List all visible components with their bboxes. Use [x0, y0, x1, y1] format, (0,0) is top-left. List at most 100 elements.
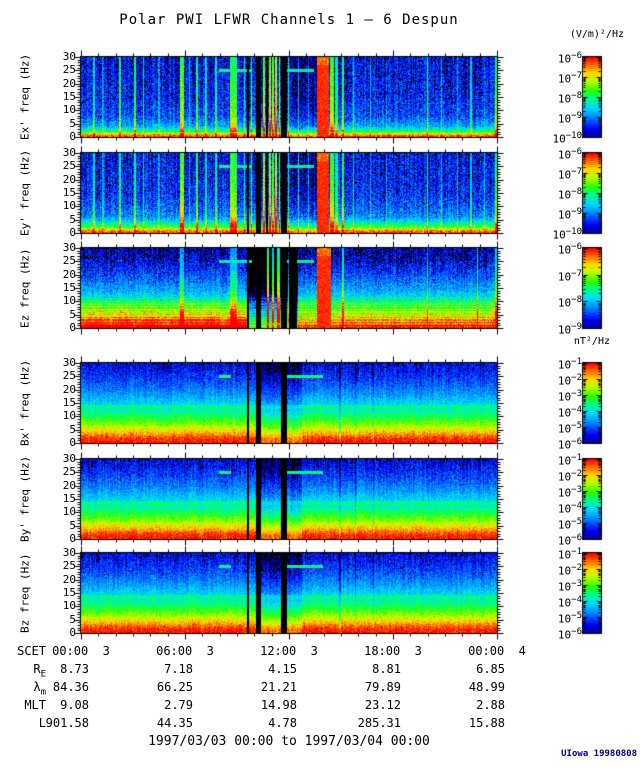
y-tick-label: 25: [62, 159, 76, 173]
ephemeris-value: 2.79: [164, 698, 193, 712]
y-tick-label: 30: [62, 241, 76, 254]
spectrogram-panel-by: [81, 459, 497, 539]
colorbar-tick-label: 10−1: [557, 357, 582, 372]
ephemeris-row-label: λm: [33, 680, 46, 698]
colorbar-tick-label: 10−8: [557, 187, 582, 202]
ephemeris-value: 00:00 4: [468, 644, 526, 658]
colorbar-tick-label: 10−5: [557, 517, 582, 532]
y-axis-label-ex: Ex' freq (Hz): [18, 53, 32, 141]
ephemeris-row-label: MLT: [24, 698, 46, 712]
y-tick-label: 30: [62, 356, 76, 369]
colorbar-tick-label: 10−4: [557, 595, 582, 610]
y-axis-label-ey: Ey' freq (Hz): [18, 149, 32, 237]
y-tick-label: 5: [69, 212, 76, 226]
colorbar-tick-label: 10−2: [557, 563, 582, 578]
colorbar-ez: [583, 248, 601, 328]
y-tick-label: 5: [69, 307, 76, 321]
colorbar-tick-label: 10−6: [557, 437, 582, 452]
colorbar-bz: [583, 553, 601, 633]
ephemeris-value: 23.12: [364, 698, 401, 712]
y-tick-label: 20: [62, 267, 76, 281]
colorbar-tick-label: 10−6: [557, 51, 582, 66]
y-tick-label: 15: [62, 281, 76, 294]
y-tick-label: 5: [69, 518, 76, 532]
colorbar-tick-label: 10−9: [557, 111, 582, 126]
colorbar-tick-label: 10−8: [557, 91, 582, 106]
ephemeris-value: 4.78: [268, 716, 297, 730]
y-axis-label-bz: Bz freq (Hz): [18, 553, 32, 633]
y-tick-label: 15: [62, 396, 76, 409]
colorbar-ex: [583, 57, 601, 137]
y-axis-label-ez: Ez freq (Hz): [18, 248, 32, 328]
colorbar-tick-label: 10−1: [557, 547, 582, 562]
ephemeris-value: 285.31: [357, 716, 401, 730]
y-tick-label: 0: [69, 226, 76, 239]
b-field-units-label: nT²/Hz: [573, 336, 610, 347]
colorbar-tick-label: 10−7: [557, 167, 582, 182]
colorbar-tick-label: 10−3: [557, 579, 582, 594]
y-tick-label: 15: [62, 186, 76, 199]
ephemeris-value: 901.58: [45, 716, 89, 730]
y-tick-label: 0: [69, 130, 76, 143]
y-tick-label: 5: [69, 116, 76, 130]
colorbar-tick-label: 10−7: [557, 71, 582, 86]
y-tick-label: 0: [69, 626, 76, 639]
y-tick-label: 30: [62, 452, 76, 465]
ephemeris-value: 12:00 3: [260, 644, 318, 658]
y-axis-label-bx: Bx' freq (Hz): [18, 359, 32, 447]
y-tick-label: 25: [62, 465, 76, 479]
spectrogram-panel-ex: [81, 57, 497, 137]
ephemeris-value: 21.21: [260, 680, 297, 694]
y-tick-label: 25: [62, 369, 76, 383]
y-tick-label: 10: [62, 505, 76, 519]
colorbar-tick-label: 10−6: [557, 242, 582, 257]
y-tick-label: 10: [62, 409, 76, 423]
ephemeris-value: 44.35: [156, 716, 193, 730]
colorbar-ey: [583, 153, 601, 233]
chart-title: Polar PWI LFWR Channels 1 — 6 Despun: [119, 12, 459, 28]
ephemeris-row-label: L: [38, 716, 46, 730]
y-tick-label: 0: [69, 436, 76, 449]
y-tick-label: 5: [69, 612, 76, 626]
y-tick-label: 10: [62, 199, 76, 213]
colorbar-tick-label: 10−9: [557, 322, 582, 337]
spectrogram-panel-ey: [81, 153, 497, 233]
credit-label: UIowa 19980808: [561, 749, 637, 759]
y-tick-label: 25: [62, 63, 76, 77]
y-tick-label: 15: [62, 90, 76, 103]
colorbar-tick-label: 10−6: [557, 533, 582, 548]
colorbar-tick-label: 10−6: [557, 627, 582, 642]
ephemeris-value: 79.89: [364, 680, 401, 694]
ephemeris-value: 6.85: [476, 662, 505, 676]
ephemeris-row-label: RE: [33, 662, 46, 680]
colorbar-tick-label: 10−2: [557, 373, 582, 388]
y-tick-label: 30: [62, 146, 76, 159]
y-axis-label-by: By' freq (Hz): [18, 455, 32, 543]
colorbar-tick-label: 10−9: [557, 207, 582, 222]
spectrogram-panel-ez: [81, 248, 497, 328]
y-tick-label: 30: [62, 546, 76, 559]
ephemeris-value: 8.73: [60, 662, 89, 676]
colorbar-tick-label: 10−7: [557, 268, 582, 284]
y-tick-label: 20: [62, 172, 76, 186]
ephemeris-value: 48.99: [468, 680, 505, 694]
spectrogram-panel-bz: [81, 553, 497, 633]
ephemeris-value: 2.88: [476, 698, 505, 712]
y-tick-label: 30: [62, 50, 76, 63]
y-tick-label: 5: [69, 422, 76, 436]
ephemeris-value: 4.15: [268, 662, 297, 676]
time-range-label: 1997/03/03 00:00 to 1997/03/04 00:00: [148, 734, 430, 749]
colorbar-tick-label: 10−1: [557, 453, 582, 468]
y-tick-label: 10: [62, 599, 76, 613]
colorbar-by: [583, 459, 601, 539]
ephemeris-value: 06:00 3: [156, 644, 214, 658]
e-field-units-label: (V/m)²/Hz: [569, 29, 624, 40]
colorbar-tick-label: 10−5: [557, 611, 582, 626]
spectrogram-panel-bx: [81, 363, 497, 443]
ephemeris-value: 66.25: [156, 680, 193, 694]
colorbar-tick-label: 10−3: [557, 389, 582, 404]
y-tick-label: 15: [62, 586, 76, 599]
y-tick-label: 25: [62, 559, 76, 573]
ephemeris-value: 14.98: [260, 698, 297, 712]
